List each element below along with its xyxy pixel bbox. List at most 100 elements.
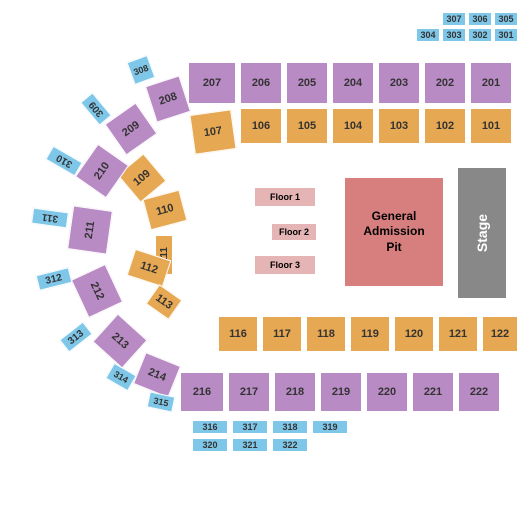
section-322[interactable]: 322	[272, 438, 308, 452]
stage[interactable]: Stage	[458, 168, 506, 298]
section-315[interactable]: 315	[147, 391, 176, 412]
section-317[interactable]: 317	[232, 420, 268, 434]
section-122[interactable]: 122	[482, 316, 518, 352]
seating-chart: Stage GeneralAdmissionPit Floor 1 Floor 2 Fl…	[0, 0, 525, 506]
section-107[interactable]: 107	[189, 109, 236, 154]
section-301[interactable]: 301	[494, 28, 518, 42]
floor-3[interactable]: Floor 3	[255, 256, 315, 274]
section-220[interactable]: 220	[366, 372, 408, 412]
section-320-label: 320	[202, 440, 217, 450]
section-306[interactable]: 306	[468, 12, 492, 26]
floor-2[interactable]: Floor 2	[272, 224, 316, 240]
section-314-label: 314	[112, 369, 130, 385]
section-209[interactable]: 209	[105, 103, 158, 156]
section-213[interactable]: 213	[92, 313, 147, 368]
section-306-label: 306	[472, 14, 487, 24]
section-317-label: 317	[242, 422, 257, 432]
section-203-label: 203	[390, 77, 408, 89]
section-313-label: 313	[66, 328, 86, 347]
section-307[interactable]: 307	[442, 12, 466, 26]
floor-1-label: Floor 1	[270, 192, 300, 202]
section-103[interactable]: 103	[378, 108, 420, 144]
section-321-label: 321	[242, 440, 257, 450]
section-109-label: 109	[131, 168, 153, 189]
section-116[interactable]: 116	[218, 316, 258, 352]
section-120-label: 120	[405, 328, 423, 340]
section-322-label: 322	[282, 440, 297, 450]
section-216[interactable]: 216	[180, 372, 224, 412]
section-211[interactable]: 211	[67, 205, 113, 254]
section-320[interactable]: 320	[192, 438, 228, 452]
floor-1[interactable]: Floor 1	[255, 188, 315, 206]
section-314[interactable]: 314	[105, 363, 137, 392]
section-205[interactable]: 205	[286, 62, 328, 104]
section-310[interactable]: 310	[45, 146, 82, 177]
section-303[interactable]: 303	[442, 28, 466, 42]
section-210[interactable]: 210	[75, 144, 129, 199]
section-104[interactable]: 104	[332, 108, 374, 144]
section-309[interactable]: 309	[80, 92, 112, 125]
section-102[interactable]: 102	[424, 108, 466, 144]
section-219[interactable]: 219	[320, 372, 362, 412]
section-121[interactable]: 121	[438, 316, 478, 352]
section-204[interactable]: 204	[332, 62, 374, 104]
section-312[interactable]: 312	[36, 267, 73, 291]
section-117[interactable]: 117	[262, 316, 302, 352]
section-308[interactable]: 308	[127, 55, 156, 85]
section-311-label: 311	[41, 211, 59, 224]
section-120[interactable]: 120	[394, 316, 434, 352]
section-321[interactable]: 321	[232, 438, 268, 452]
section-107-label: 107	[203, 125, 223, 139]
section-117-label: 117	[273, 328, 291, 340]
section-217-label: 217	[240, 386, 258, 398]
section-113[interactable]: 113	[146, 284, 183, 320]
section-113-label: 113	[153, 292, 174, 312]
section-318[interactable]: 318	[272, 420, 308, 434]
section-217[interactable]: 217	[228, 372, 270, 412]
section-218-label: 218	[286, 386, 304, 398]
section-208-label: 208	[157, 90, 178, 107]
section-101[interactable]: 101	[470, 108, 512, 144]
ga-pit[interactable]: GeneralAdmissionPit	[345, 178, 443, 286]
section-106[interactable]: 106	[240, 108, 282, 144]
section-316[interactable]: 316	[192, 420, 228, 434]
section-303-label: 303	[446, 30, 461, 40]
section-308-label: 308	[132, 63, 150, 78]
section-110[interactable]: 110	[143, 190, 188, 231]
section-122-label: 122	[491, 328, 509, 340]
stage-label: Stage	[474, 214, 490, 252]
section-201[interactable]: 201	[470, 62, 512, 104]
section-203[interactable]: 203	[378, 62, 420, 104]
section-304-label: 304	[420, 30, 435, 40]
section-119-label: 119	[361, 328, 379, 340]
section-119[interactable]: 119	[350, 316, 390, 352]
section-105[interactable]: 105	[286, 108, 328, 144]
section-201-label: 201	[482, 77, 500, 89]
section-222[interactable]: 222	[458, 372, 500, 412]
section-101-label: 101	[482, 120, 500, 132]
section-206[interactable]: 206	[240, 62, 282, 104]
section-118[interactable]: 118	[306, 316, 346, 352]
section-212[interactable]: 212	[71, 264, 123, 318]
section-319-label: 319	[322, 422, 337, 432]
section-305[interactable]: 305	[494, 12, 518, 26]
section-208[interactable]: 208	[145, 75, 191, 122]
section-307-label: 307	[446, 14, 461, 24]
section-304[interactable]: 304	[416, 28, 440, 42]
section-106-label: 106	[252, 120, 270, 132]
section-118-label: 118	[317, 328, 335, 340]
section-302[interactable]: 302	[468, 28, 492, 42]
section-218[interactable]: 218	[274, 372, 316, 412]
floor-2-label: Floor 2	[279, 227, 309, 237]
section-207[interactable]: 207	[188, 62, 236, 104]
section-202[interactable]: 202	[424, 62, 466, 104]
section-213-label: 213	[109, 330, 131, 351]
section-319[interactable]: 319	[312, 420, 348, 434]
section-222-label: 222	[470, 386, 488, 398]
section-112-label: 112	[139, 260, 160, 277]
section-310-label: 310	[54, 152, 74, 170]
section-221[interactable]: 221	[412, 372, 454, 412]
section-313[interactable]: 313	[59, 321, 92, 352]
section-214[interactable]: 214	[133, 352, 181, 398]
section-311[interactable]: 311	[31, 208, 69, 229]
